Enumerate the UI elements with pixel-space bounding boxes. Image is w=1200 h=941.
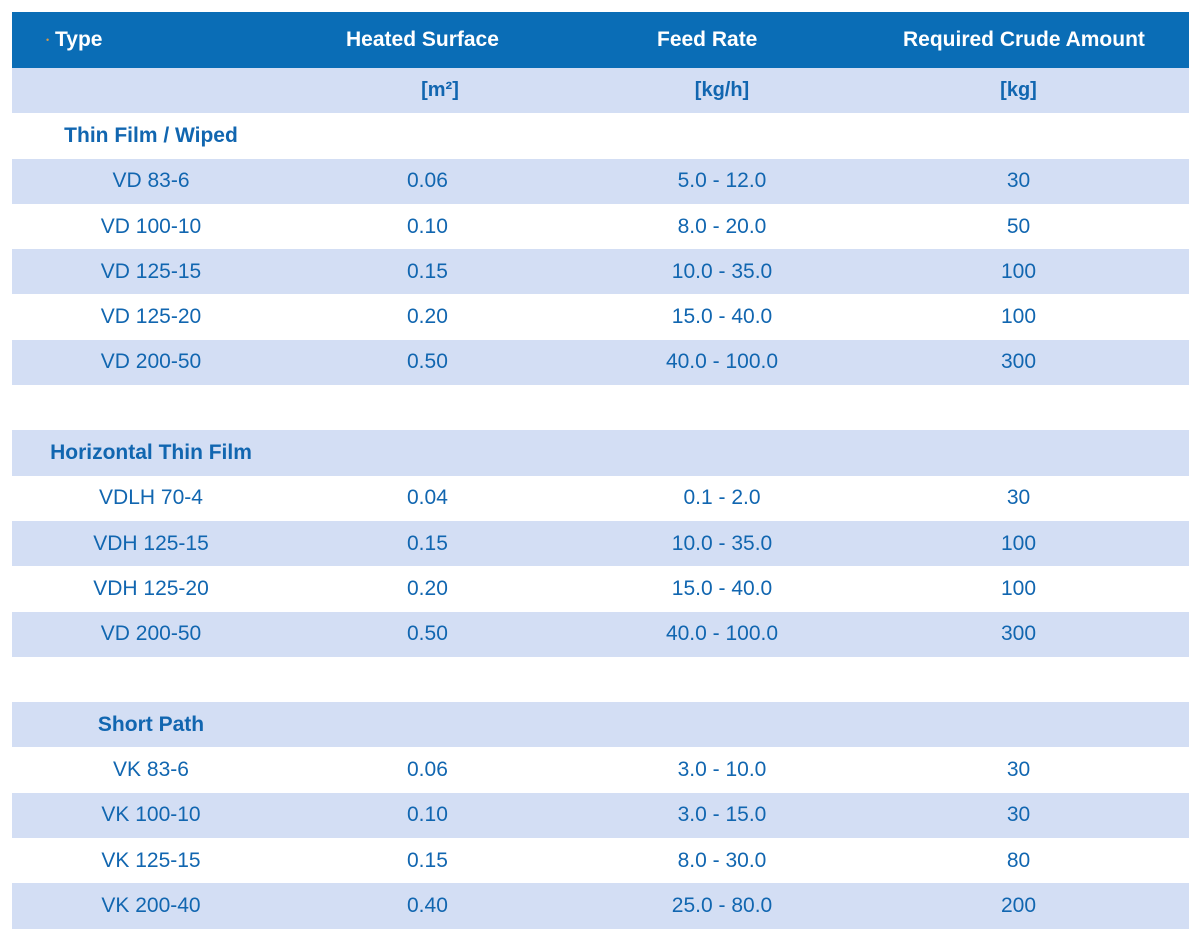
type-cell: VD 200-50: [100, 350, 202, 374]
table-row: VD 200-50 0.50 40.0 - 100.0 300: [12, 611, 1189, 657]
heated-surface-cell: 0.06: [407, 169, 448, 193]
required-crude-cell: 100: [1000, 531, 1037, 555]
header-cell-type: • Type: [12, 28, 296, 52]
required-crude-cell: 300: [1000, 622, 1037, 646]
type-cell: VK 83-6: [113, 758, 189, 782]
heated-surface-cell: 0.20: [407, 576, 448, 600]
feed-rate-cell: 8.0 - 20.0: [677, 214, 767, 238]
unit-cell-required-crude: [kg]: [1000, 79, 1037, 102]
type-cell: VD 100-10: [100, 214, 202, 238]
required-crude-cell: 50: [1006, 214, 1031, 238]
table-row: VK 100-10 0.10 3.0 - 15.0 30: [12, 792, 1189, 839]
unit-cell-heated-surface: [m²]: [421, 79, 459, 102]
heated-surface-cell: 0.04: [407, 486, 448, 510]
type-cell: VK 100-10: [101, 803, 201, 827]
table-row: VDH 125-20 0.20 15.0 - 40.0 100: [12, 566, 1189, 612]
header-label-required-crude: Required Crude Amount: [903, 28, 1145, 51]
heated-surface-cell: 0.06: [407, 758, 448, 782]
required-crude-cell: 100: [1000, 259, 1037, 283]
table-row: VD 125-20 0.20 15.0 - 40.0 100: [12, 294, 1189, 340]
bullet-dot-icon: •: [46, 35, 50, 45]
unit-cell-feed-rate: [kg/h]: [694, 79, 750, 102]
feed-rate-cell: 0.1 - 2.0: [683, 486, 761, 510]
feed-rate-cell: 3.0 - 15.0: [677, 803, 767, 827]
table-row: VDH 125-15 0.15 10.0 - 35.0 100: [12, 520, 1189, 567]
required-crude-cell: 200: [1000, 893, 1037, 917]
type-cell: VDH 125-15: [93, 531, 209, 555]
section-header-row: Short Path: [12, 702, 1189, 748]
required-crude-cell: 100: [1000, 305, 1037, 329]
heated-surface-cell: 0.15: [407, 531, 448, 555]
feed-rate-cell: 10.0 - 35.0: [671, 531, 773, 555]
table-row: VD 125-15 0.15 10.0 - 35.0 100: [12, 249, 1189, 295]
header-cell-heated-surface: Heated Surface: [296, 28, 576, 52]
heated-surface-cell: 0.10: [407, 214, 448, 238]
table-row: VD 100-10 0.10 8.0 - 20.0 50: [12, 203, 1189, 250]
required-crude-cell: 100: [1000, 576, 1037, 600]
required-crude-cell: 30: [1006, 803, 1031, 827]
section-spacer-row: [12, 385, 1189, 431]
section-spacer-row: [12, 656, 1189, 703]
header-cell-required-crude: Required Crude Amount: [872, 28, 1189, 52]
section-header-row: Horizontal Thin Film: [12, 430, 1189, 476]
type-cell: VD 83-6: [112, 169, 190, 193]
type-cell: VK 200-40: [101, 893, 201, 917]
heated-surface-cell: 0.40: [407, 893, 448, 917]
section-title: Horizontal Thin Film: [50, 441, 252, 465]
required-crude-cell: 30: [1006, 758, 1031, 782]
table-header-row: • Type Heated Surface Feed Rate Required…: [12, 12, 1189, 68]
table-row: VD 83-6 0.06 5.0 - 12.0 30: [12, 158, 1189, 204]
feed-rate-cell: 10.0 - 35.0: [671, 259, 773, 283]
type-cell: VD 125-15: [100, 259, 202, 283]
heated-surface-cell: 0.50: [407, 350, 448, 374]
feed-rate-cell: 25.0 - 80.0: [671, 893, 773, 917]
heated-surface-cell: 0.15: [407, 259, 448, 283]
feed-rate-cell: 8.0 - 30.0: [677, 848, 767, 872]
feed-rate-cell: 5.0 - 12.0: [677, 169, 767, 193]
header-cell-feed-rate: Feed Rate: [576, 28, 872, 52]
units-row: [m²] [kg/h] [kg]: [12, 68, 1189, 114]
table-row: VK 200-40 0.40 25.0 - 80.0 200: [12, 883, 1189, 929]
table-row: VD 200-50 0.50 40.0 - 100.0 300: [12, 339, 1189, 386]
feed-rate-cell: 40.0 - 100.0: [665, 350, 779, 374]
type-cell: VK 125-15: [101, 848, 201, 872]
type-cell: VDLH 70-4: [99, 486, 203, 510]
section-title: Short Path: [97, 712, 205, 736]
table-row: VK 83-6 0.06 3.0 - 10.0 30: [12, 747, 1189, 793]
table-row: VK 125-15 0.15 8.0 - 30.0 80: [12, 838, 1189, 884]
header-label-feed-rate: Feed Rate: [657, 28, 758, 51]
required-crude-cell: 300: [1000, 350, 1037, 374]
heated-surface-cell: 0.50: [407, 622, 448, 646]
header-label-type: Type: [55, 28, 103, 51]
required-crude-cell: 30: [1006, 486, 1031, 510]
type-cell: VD 200-50: [100, 622, 202, 646]
table-row: VDLH 70-4 0.04 0.1 - 2.0 30: [12, 475, 1189, 521]
heated-surface-cell: 0.10: [407, 803, 448, 827]
feed-rate-cell: 40.0 - 100.0: [665, 622, 779, 646]
specs-table: • Type Heated Surface Feed Rate Required…: [12, 12, 1189, 929]
type-cell: VD 125-20: [100, 305, 202, 329]
required-crude-cell: 30: [1006, 169, 1031, 193]
table-body: Thin Film / Wiped VD 83-6 0.06 5.0 - 12.0 30…: [12, 113, 1189, 929]
heated-surface-cell: 0.20: [407, 305, 448, 329]
heated-surface-cell: 0.15: [407, 848, 448, 872]
feed-rate-cell: 15.0 - 40.0: [671, 305, 773, 329]
feed-rate-cell: 15.0 - 40.0: [671, 576, 773, 600]
section-title: Thin Film / Wiped: [64, 123, 238, 147]
feed-rate-cell: 3.0 - 10.0: [677, 758, 767, 782]
section-header-row: Thin Film / Wiped: [12, 113, 1189, 159]
required-crude-cell: 80: [1006, 848, 1031, 872]
type-cell: VDH 125-20: [93, 576, 209, 600]
header-label-heated-surface: Heated Surface: [346, 28, 499, 51]
